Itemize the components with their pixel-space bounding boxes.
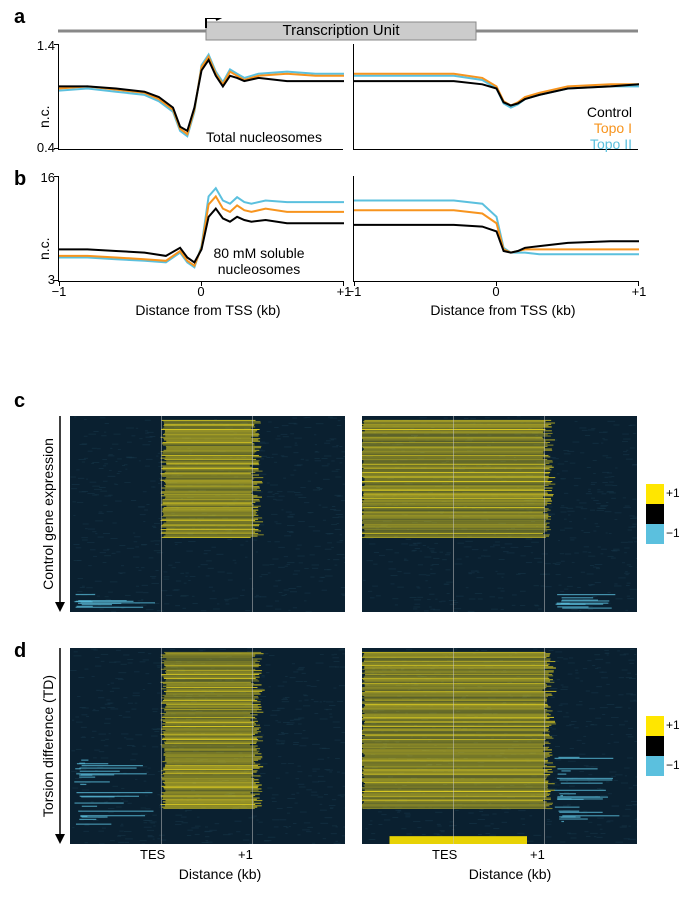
legend-control: Control xyxy=(587,104,632,120)
heatmap-c-left: Δ80mM (Topo I − Ctl) xyxy=(70,416,345,612)
chart-b-xlabel-right: Distance from TSS (kb) xyxy=(403,302,603,318)
colorbar-max: +15 xyxy=(666,486,679,500)
xtick: 0 xyxy=(476,284,516,299)
ytick: 0.4 xyxy=(23,140,55,155)
chart-a-right: Control Topo I Topo II xyxy=(353,44,638,150)
transcription-unit-diagram: Transcription Unit xyxy=(58,18,638,40)
heatmap-c-right: Δ80mM (Topo II − Ctl) xyxy=(362,416,637,612)
heatmap-d-right: −1 TSS +1 −1 xyxy=(362,648,637,844)
chart-b-xlabel-left: Distance from TSS (kb) xyxy=(108,302,308,318)
hm-xtick: TES xyxy=(140,847,165,862)
arrow-down-icon xyxy=(54,416,66,612)
panel-label-d: d xyxy=(14,640,26,663)
chart-b-ylabel: n.c. xyxy=(36,200,52,260)
ytick: 16 xyxy=(23,170,55,185)
hm-xtick: TES xyxy=(432,847,457,862)
hm-xtick: +1 xyxy=(530,847,545,862)
colorbar-max: +15 xyxy=(666,718,679,732)
heatmap-c: Control gene expression Δ80mM (Topo I − … xyxy=(70,416,638,612)
panel-label-a: a xyxy=(14,6,25,29)
panel-label-c: c xyxy=(14,390,25,413)
chart-b-caption: 80 mM soluble nucleosomes xyxy=(179,245,339,277)
hm-xtick: +1 xyxy=(238,847,253,862)
chart-a-left: 1.4 0.4 Total nucleosomes xyxy=(58,44,343,150)
legend-topo1: Topo I xyxy=(594,120,632,136)
xtick: 0 xyxy=(181,284,221,299)
xtick: −1 xyxy=(39,284,79,299)
chart-b-right: −1 0 +1 xyxy=(353,176,638,282)
heatmap-xlabel-right: Distance (kb) xyxy=(450,866,570,882)
colorbar-min: −15 xyxy=(666,526,679,540)
xtick: +1 xyxy=(619,284,659,299)
chart-a-ylabel: n.c. xyxy=(36,68,52,128)
colorbar-min: −15 xyxy=(666,758,679,772)
chart-b-left: 16 3 80 mM soluble nucleosomes −1 0 +1 xyxy=(58,176,343,282)
colorbar-d: +15 −15 xyxy=(646,716,664,776)
heatmap-d-left: −1 TSS +1 −1 xyxy=(70,648,345,844)
heatmap-d: Torsion difference (TD) −1 TSS +1 −1 −1 … xyxy=(70,648,638,844)
legend-topo2: Topo II xyxy=(590,136,632,152)
arrow-down-icon xyxy=(54,648,66,844)
svg-text:Transcription Unit: Transcription Unit xyxy=(283,22,401,39)
ytick: 1.4 xyxy=(23,38,55,53)
chart-b: n.c. 16 3 80 mM soluble nucleosomes −1 0… xyxy=(58,176,638,282)
chart-a: n.c. 1.4 0.4 Total nucleosomes Control T… xyxy=(58,44,638,150)
heatmap-xlabel-left: Distance (kb) xyxy=(160,866,280,882)
xtick: −1 xyxy=(334,284,374,299)
chart-a-caption: Total nucleosomes xyxy=(189,129,339,145)
colorbar-c: +15 −15 xyxy=(646,484,664,544)
